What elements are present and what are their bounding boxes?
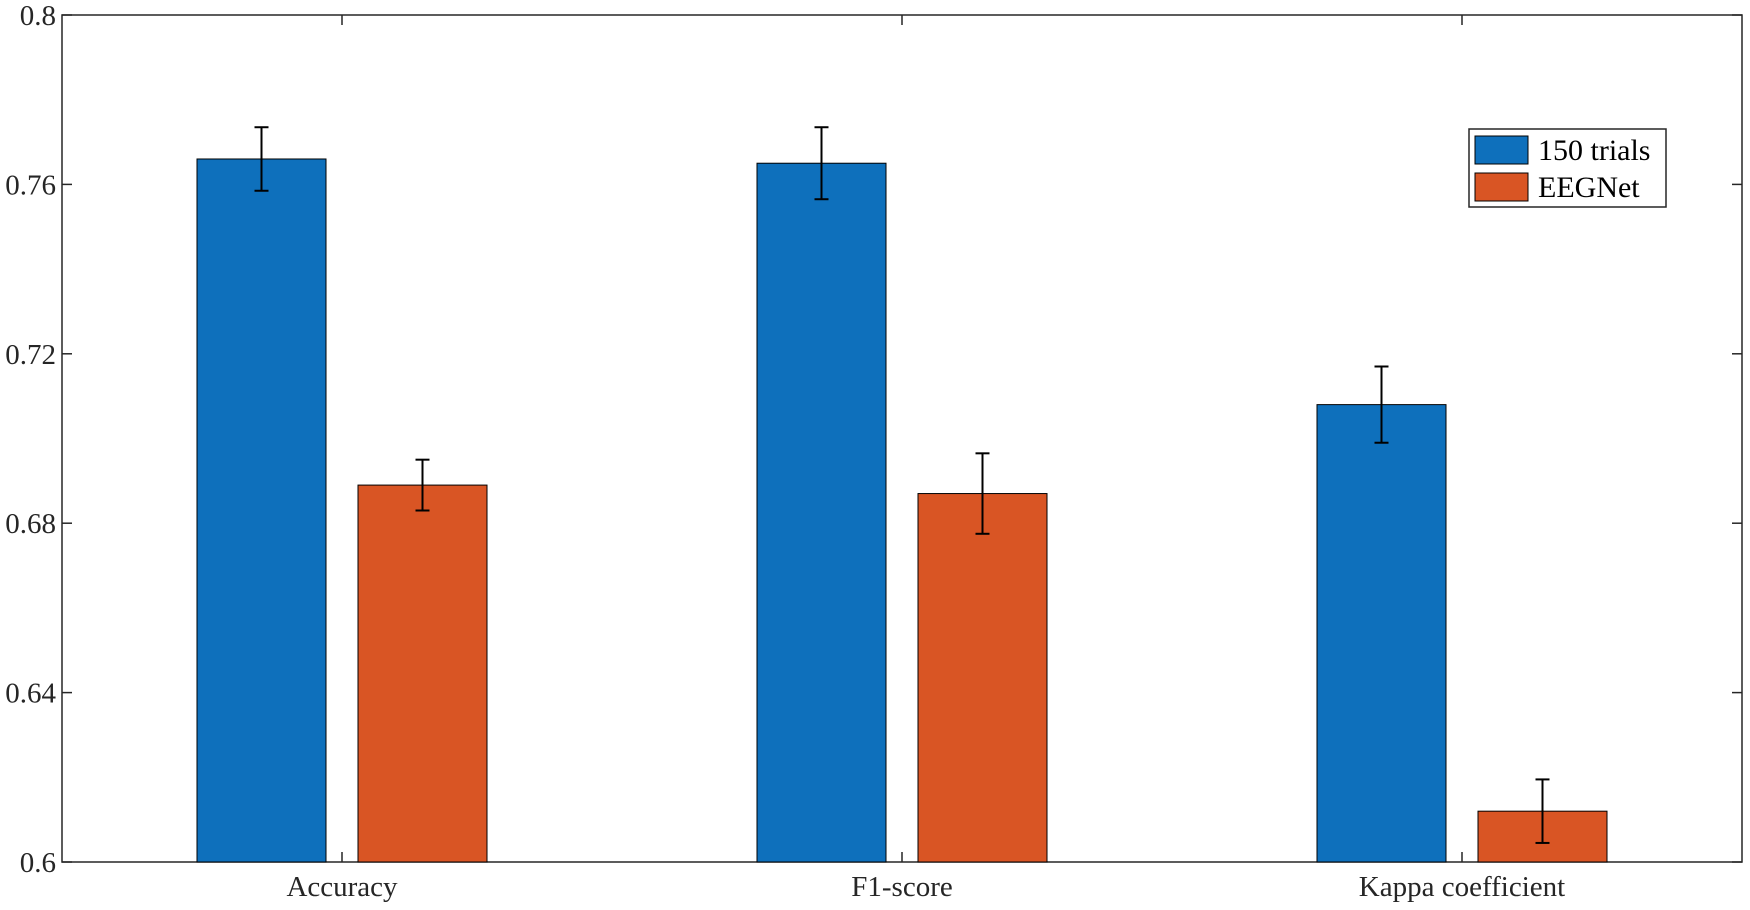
y-tick-label: 0.6 xyxy=(20,847,56,879)
bar-eegnet-f1-score xyxy=(917,493,1048,863)
y-tick-label: 0.76 xyxy=(5,169,56,201)
y-tick-label: 0.72 xyxy=(5,339,56,371)
y-tick-label: 0.64 xyxy=(5,678,56,710)
bars xyxy=(196,158,1608,863)
legend-label-eegnet: EEGNet xyxy=(1538,171,1640,204)
y-tick-label: 0.8 xyxy=(20,0,56,32)
legend-swatch-eegnet xyxy=(1474,172,1529,202)
x-category-label: F1-score xyxy=(851,871,952,903)
bar-150-trials-accuracy xyxy=(196,158,327,863)
legend: 150 trials EEGNet xyxy=(1468,128,1667,208)
bar-eegnet-accuracy xyxy=(357,484,488,863)
x-category-label: Accuracy xyxy=(286,871,398,903)
bar-150-trials-f1-score xyxy=(756,162,887,863)
legend-label-150-trials: 150 trials xyxy=(1538,134,1651,167)
error-bars xyxy=(254,126,1550,844)
axis-ticks xyxy=(62,14,1742,863)
x-category-label: Kappa coefficient xyxy=(1359,871,1565,903)
bar-150-trials-kappa-coefficient xyxy=(1316,404,1447,863)
x-category-labels: Accuracy F1-score Kappa coefficient xyxy=(286,871,1565,903)
y-tick-label: 0.68 xyxy=(5,508,56,540)
legend-swatch-150-trials xyxy=(1474,135,1529,165)
y-tick-labels: 0.6 0.64 0.68 0.72 0.76 0.8 xyxy=(5,0,56,879)
